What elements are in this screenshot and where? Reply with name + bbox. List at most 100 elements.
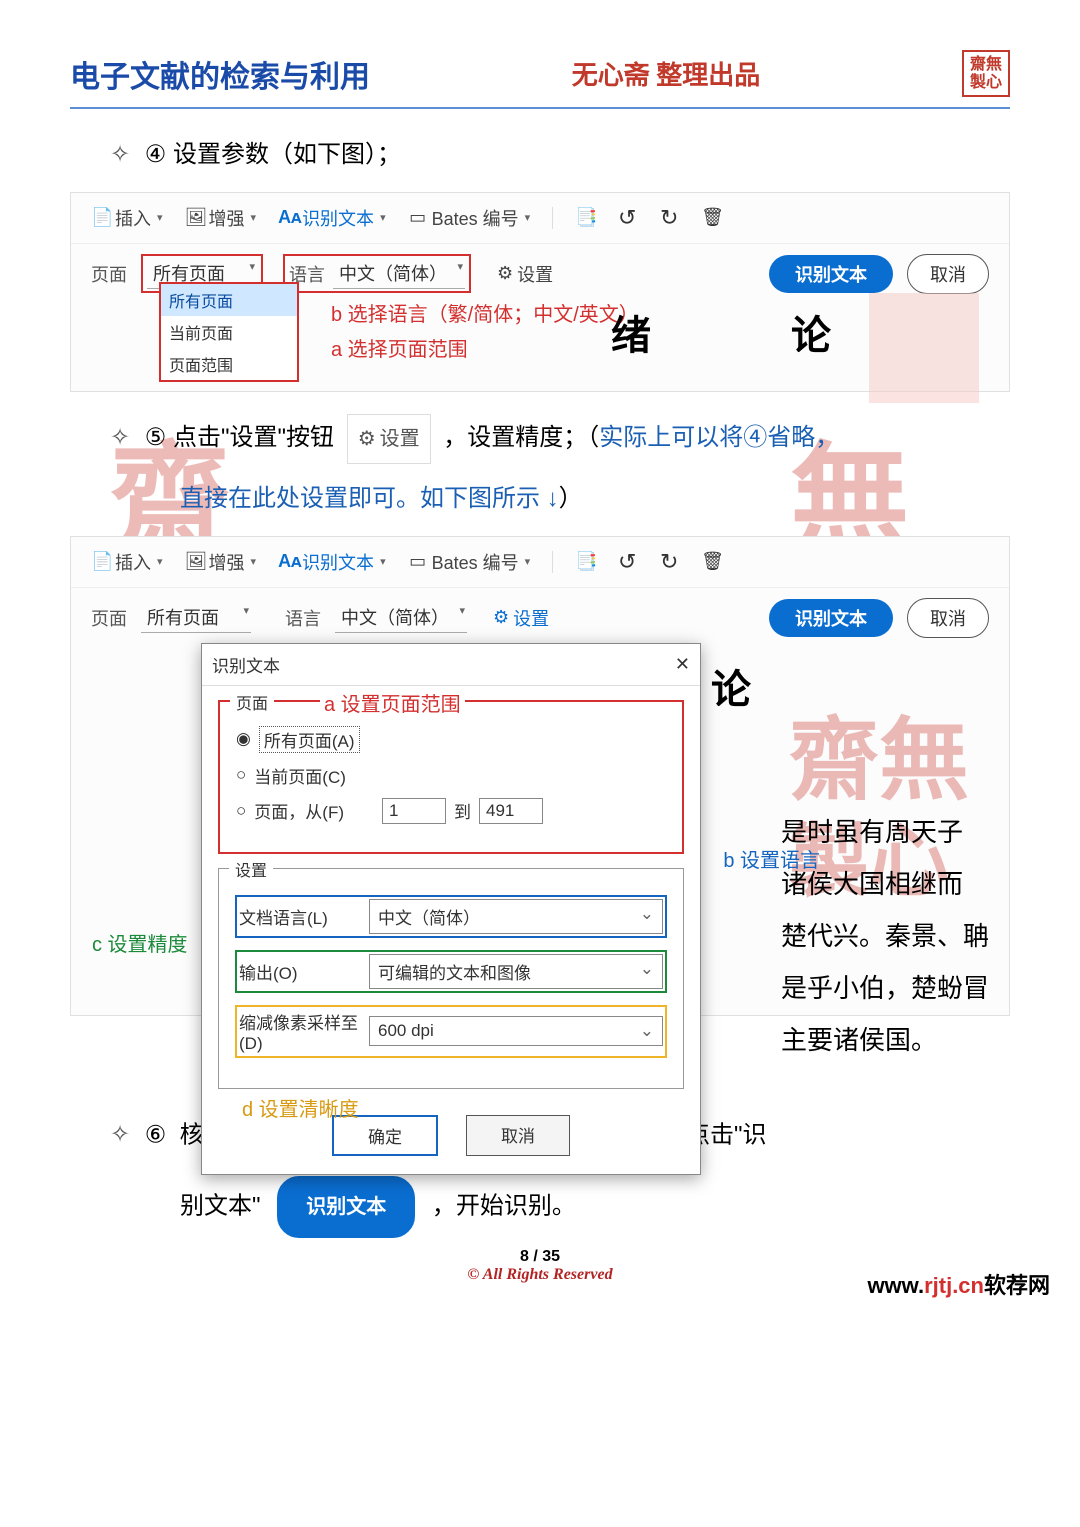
dropdown-page-range[interactable]: 页面范围 xyxy=(161,348,297,380)
screenshot-toolbar-2: 📄插入▾ 🖼增强▾ Aᴀ识别文本▾ ▭Bates 编号▾ 📑 ↺ ↻ 🗑 页面 … xyxy=(70,536,1010,1016)
site-url: www.rjtj.cn软荐网 xyxy=(867,1268,1050,1300)
lang-label: 语言 xyxy=(285,605,321,631)
bates-icon: ▭ xyxy=(408,551,428,572)
page-range-fieldset: 页面 a 设置页面范围 ◉所有页面(A) ○当前页面(C) ○ 页面，从(F) … xyxy=(218,700,684,854)
recognize-label: 识别文本 xyxy=(302,549,374,575)
bullet-icon: ✧ xyxy=(110,1121,130,1148)
stamp-line1: 齋無 xyxy=(970,56,1002,74)
radio-icon: ○ xyxy=(236,765,246,785)
bates-button[interactable]: ▭ Bates 编号▾ xyxy=(408,205,531,231)
cancel-pill-button[interactable]: 取消 xyxy=(907,254,989,294)
anno-a-range: a 选择页面范围 xyxy=(331,333,468,362)
step4-text: 设置参数（如下图）； xyxy=(173,141,401,168)
screenshot-toolbar-1: 📄 插入▾ 🖼 增强▾ Aᴀ 识别文本▾ ▭ Bates 编号▾ 📑 ↺ ↻ 🗑… xyxy=(70,192,1010,392)
radio-range-row[interactable]: ○ 页面，从(F) 1 到 491 xyxy=(236,798,666,824)
dropdown-all-pages[interactable]: 所有页面 xyxy=(161,284,297,316)
bg-line3: 楚代兴。秦景、聃 xyxy=(781,911,989,963)
step-number: ④ xyxy=(145,141,167,168)
toolbar2-top: 📄插入▾ 🖼增强▾ Aᴀ识别文本▾ ▭Bates 编号▾ 📑 ↺ ↻ 🗑 xyxy=(71,537,1009,588)
output-select[interactable]: 可编辑的文本和图像 xyxy=(369,954,663,989)
pages-label: 页面 xyxy=(91,605,127,631)
enhance-button[interactable]: 🖼 增强▾ xyxy=(185,205,257,231)
step5-text-c: ） xyxy=(559,485,583,512)
settings-button[interactable]: ⚙ 设置 xyxy=(493,605,549,631)
recognize-button[interactable]: Aᴀ识别文本▾ xyxy=(278,549,386,575)
step5-text-b: ，设置精度；（ xyxy=(443,424,599,451)
delete-icon[interactable]: 🗑 xyxy=(701,551,721,572)
recognize-dialog: 识别文本 ✕ 页面 a 设置页面范围 ◉ 所有页面(A) ○当前页面(C) ○ 页… xyxy=(201,643,701,1175)
extract-icon[interactable]: 📑 xyxy=(575,551,595,572)
anno-a: a 设置页面范围 xyxy=(320,688,465,717)
lang-combo-highlight: 语言 中文（简体） xyxy=(283,254,471,293)
cancel-button[interactable]: 取消 xyxy=(466,1115,570,1156)
bates-button[interactable]: ▭Bates 编号▾ xyxy=(408,549,531,575)
bg-char-lun: 论 xyxy=(791,303,831,361)
cancel-pill-button[interactable]: 取消 xyxy=(907,598,989,638)
undo-icon[interactable]: ↺ xyxy=(617,205,637,231)
undo-icon[interactable]: ↺ xyxy=(617,549,637,575)
step5-text-a: 点击"设置"按钮 xyxy=(173,424,334,451)
radio-all-row[interactable]: ◉ 所有页面(A) xyxy=(236,726,666,753)
gear-button-inline: ⚙ 设置 xyxy=(347,414,431,464)
aa-icon: Aᴀ xyxy=(278,551,298,572)
bullet-icon: ✧ xyxy=(110,424,130,451)
gear-icon: ⚙ xyxy=(493,607,509,628)
enhance-button[interactable]: 🖼增强▾ xyxy=(185,549,257,575)
insert-button[interactable]: 📄插入▾ xyxy=(91,549,163,575)
toolbar2-sub: 页面 所有页面 语言 中文（简体） ⚙ 设置 识别文本 取消 xyxy=(71,588,1009,648)
insert-icon: 📄 xyxy=(91,551,111,572)
recognize-button[interactable]: Aᴀ 识别文本▾ xyxy=(278,205,386,231)
header-title: 电子文献的检索与利用 xyxy=(70,52,370,96)
radio-current-row[interactable]: ○当前页面(C) xyxy=(236,763,666,788)
close-icon[interactable]: ✕ xyxy=(675,654,690,675)
recognize-pill-button[interactable]: 识别文本 xyxy=(769,255,893,293)
step6-text-d: ，开始识别。 xyxy=(432,1192,576,1219)
lang-combo[interactable]: 中文（简体） xyxy=(333,258,465,289)
dropdown-current-page[interactable]: 当前页面 xyxy=(161,316,297,348)
pages-dropdown: 所有页面 当前页面 页面范围 xyxy=(159,282,299,382)
lang-combo[interactable]: 中文（简体） xyxy=(335,602,467,633)
pages-combo[interactable]: 所有页面 xyxy=(141,602,251,633)
enhance-icon: 🖼 xyxy=(185,551,205,572)
step-number: ⑤ xyxy=(145,424,167,451)
dialog-title: 识别文本 xyxy=(212,652,280,677)
settings-label: 设置 xyxy=(513,605,549,631)
range-to-input[interactable]: 491 xyxy=(479,798,543,824)
separator xyxy=(552,551,553,573)
fieldset-legend-page: 页面 xyxy=(230,690,274,714)
settings-button[interactable]: ⚙ 设置 xyxy=(497,261,553,287)
redo-icon[interactable]: ↻ xyxy=(659,549,679,575)
extract-icon[interactable]: 📑 xyxy=(575,207,595,228)
gear-icon: ⚙ xyxy=(497,263,513,284)
delete-icon[interactable]: 🗑 xyxy=(701,207,721,228)
bg-line5: 主要诸侯国。 xyxy=(781,1015,989,1067)
anno-b-lang: b 选择语言（繁/简体；中文/英文） xyxy=(331,298,639,327)
recognize-label: 识别文本 xyxy=(302,205,374,231)
range-to-label: 到 xyxy=(454,798,471,823)
dpi-select[interactable]: 600 dpi xyxy=(369,1016,663,1046)
bg-char-xu: 绪 xyxy=(611,303,651,361)
qr-watermark-icon xyxy=(869,293,979,403)
lang-select[interactable]: 中文（简体） xyxy=(369,899,663,934)
recognize-button-inline: 识别文本 xyxy=(277,1176,415,1238)
stamp-line2: 製心 xyxy=(970,74,1002,92)
redo-icon[interactable]: ↻ xyxy=(659,205,679,231)
anno-c: c 设置精度 xyxy=(92,928,188,957)
recognize-pill-button[interactable]: 识别文本 xyxy=(769,599,893,637)
radio-all-label: 所有页面(A) xyxy=(259,726,360,753)
step5-blue2: 直接在此处设置即可。如下图所示 ↓ xyxy=(180,485,559,512)
gear-label-inline: 设置 xyxy=(380,417,420,461)
bates-label: Bates 编号 xyxy=(432,549,519,575)
step5-blue1: 实际上可以将④省略， xyxy=(599,424,839,451)
anno-d: d 设置清晰度 xyxy=(242,1093,359,1122)
range-from-input[interactable]: 1 xyxy=(382,798,446,824)
toolbar-top: 📄 插入▾ 🖼 增强▾ Aᴀ 识别文本▾ ▭ Bates 编号▾ 📑 ↺ ↻ 🗑 xyxy=(71,193,1009,244)
url-host: rjtj.cn xyxy=(924,1273,984,1298)
watermark-3: 齋無 xyxy=(789,687,969,817)
aa-icon: Aᴀ xyxy=(278,207,298,228)
step6-line2: 别文本" 识别文本 ，开始识别。 xyxy=(180,1176,1010,1238)
radio-icon: ◉ xyxy=(236,729,251,749)
fieldset-legend-settings: 设置 xyxy=(229,857,273,881)
header-rule xyxy=(70,107,1010,109)
insert-button[interactable]: 📄 插入▾ xyxy=(91,205,163,231)
